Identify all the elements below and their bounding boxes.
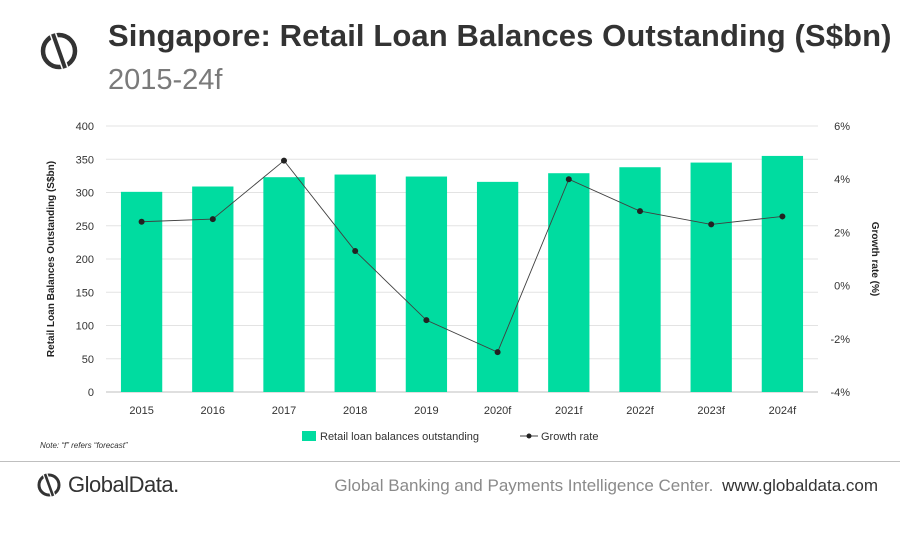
y2-tick-label: 4% <box>834 174 850 186</box>
globaldata-brand-icon <box>40 32 78 70</box>
y-tick-label: 250 <box>76 221 94 233</box>
legend-swatch-bar <box>302 431 316 441</box>
footer-text: Global Banking and Payments Intelligence… <box>334 476 878 496</box>
x-tick-label: 2015 <box>129 405 153 417</box>
x-tick-label: 2019 <box>414 405 438 417</box>
x-tick-label: 2021f <box>555 405 583 417</box>
y-tick-label: 400 <box>76 121 94 133</box>
bar <box>334 174 376 392</box>
legend-label-line: Growth rate <box>541 431 598 443</box>
y2-tick-label: 2% <box>834 227 850 239</box>
footer-url-link[interactable]: www.globaldata.com <box>722 476 878 495</box>
chart-subtitle: 2015-24f <box>108 64 223 96</box>
y2-axis-title: Growth rate (%) <box>869 222 880 296</box>
forecast-note: Note: “f” refers “forecast” <box>40 441 128 450</box>
x-tick-label: 2016 <box>201 405 225 417</box>
legend-label-bar: Retail loan balances outstanding <box>320 431 479 443</box>
bar <box>619 167 661 392</box>
y2-tick-label: 0% <box>834 281 850 293</box>
bar <box>761 155 804 392</box>
chart: 0 50 100 150 200 250 300 350 400 -4% -2% 0% 2% 4% 6% 20… <box>46 121 880 443</box>
growth-rate-point <box>423 317 430 324</box>
bar <box>476 181 519 392</box>
growth-rate-point <box>494 349 501 356</box>
growth-rate-point <box>138 218 145 225</box>
footer-divider <box>0 461 900 462</box>
growth-rate-point <box>637 208 643 215</box>
y2-tick-label: -4% <box>830 387 850 399</box>
x-tick-label: 2023f <box>697 405 725 417</box>
bar <box>120 191 163 392</box>
growth-rate-point <box>209 216 216 223</box>
x-tick-label: 2022f <box>626 405 654 417</box>
y-tick-label: 0 <box>88 387 94 399</box>
bar <box>548 173 590 392</box>
y-tick-label: 150 <box>76 287 94 299</box>
y-tick-label: 350 <box>76 154 94 166</box>
growth-rate-point <box>708 221 715 228</box>
growth-rate-point <box>779 213 786 220</box>
footer-center-text: Global Banking and Payments Intelligence… <box>334 476 714 495</box>
x-tick-label: 2020f <box>484 405 512 417</box>
chart-title: Singapore: Retail Loan Balances Outstand… <box>108 18 892 53</box>
globaldata-logo-icon <box>37 473 61 497</box>
x-tick-label: 2024f <box>769 405 797 417</box>
legend-swatch-point <box>526 433 532 439</box>
growth-rate-point <box>281 157 287 164</box>
globaldata-logo[interactable]: GlobalData. <box>36 472 179 498</box>
y2-tick-label: -2% <box>830 334 850 346</box>
bar <box>690 162 732 392</box>
y-axis-title: Retail Loan Balances Outstanding (S$bn) <box>46 161 57 357</box>
y-tick-label: 300 <box>76 188 94 200</box>
y-tick-label: 50 <box>82 354 94 366</box>
growth-rate-point <box>352 248 359 255</box>
y-tick-label: 100 <box>76 321 94 333</box>
globaldata-logo-text: GlobalData. <box>68 472 179 497</box>
bar <box>263 177 305 392</box>
y-tick-label: 200 <box>76 254 94 266</box>
x-tick-label: 2018 <box>343 405 367 417</box>
x-tick-label: 2017 <box>272 405 296 417</box>
growth-rate-point <box>565 176 572 183</box>
growth-rate-line <box>141 159 783 353</box>
y2-tick-label: 6% <box>834 121 850 133</box>
bar <box>405 176 448 392</box>
